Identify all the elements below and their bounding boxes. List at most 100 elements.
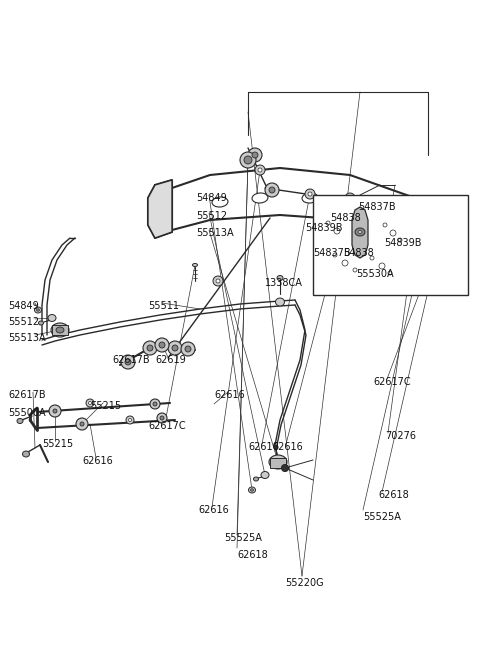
Ellipse shape (435, 223, 449, 237)
Ellipse shape (181, 342, 195, 356)
Text: 55525A: 55525A (224, 533, 262, 543)
Text: 62619: 62619 (155, 355, 186, 365)
Text: 62616: 62616 (82, 456, 113, 466)
Ellipse shape (253, 477, 259, 481)
Ellipse shape (269, 455, 287, 469)
Ellipse shape (159, 342, 165, 348)
Ellipse shape (375, 259, 389, 273)
Ellipse shape (76, 418, 88, 430)
Ellipse shape (147, 345, 153, 351)
Ellipse shape (353, 268, 357, 272)
Ellipse shape (330, 250, 340, 260)
Text: 54849: 54849 (8, 301, 39, 311)
Ellipse shape (352, 197, 368, 207)
Bar (313, 195, 468, 295)
Text: 54837B: 54837B (313, 248, 350, 258)
Ellipse shape (367, 253, 377, 263)
Text: 62618: 62618 (378, 490, 409, 500)
Text: 55215: 55215 (42, 439, 73, 449)
Ellipse shape (252, 193, 268, 203)
Ellipse shape (157, 413, 167, 423)
Text: 55513A: 55513A (196, 228, 234, 238)
Text: 54838: 54838 (343, 248, 374, 258)
Ellipse shape (302, 193, 318, 203)
Text: 55530A: 55530A (356, 269, 394, 279)
Ellipse shape (88, 401, 92, 405)
Ellipse shape (305, 189, 315, 199)
Bar (52, 325, 68, 335)
Ellipse shape (380, 220, 390, 230)
Text: 55220G: 55220G (285, 578, 324, 588)
Ellipse shape (53, 409, 57, 413)
Ellipse shape (388, 203, 392, 207)
Ellipse shape (428, 219, 436, 225)
Ellipse shape (172, 345, 178, 351)
Ellipse shape (281, 464, 288, 472)
Ellipse shape (248, 148, 262, 162)
Ellipse shape (326, 221, 330, 225)
Ellipse shape (385, 200, 395, 210)
Ellipse shape (23, 451, 29, 457)
Ellipse shape (345, 193, 355, 203)
Ellipse shape (192, 264, 197, 266)
Ellipse shape (265, 183, 279, 197)
Text: 62616: 62616 (214, 390, 245, 400)
Text: 1338CA: 1338CA (265, 278, 303, 288)
Ellipse shape (212, 197, 228, 207)
Ellipse shape (160, 416, 164, 420)
Ellipse shape (342, 260, 348, 266)
Ellipse shape (168, 341, 182, 355)
Ellipse shape (213, 276, 223, 286)
Ellipse shape (269, 187, 275, 193)
Ellipse shape (395, 235, 405, 245)
Text: 62617B: 62617B (112, 355, 150, 365)
Ellipse shape (424, 209, 436, 221)
Ellipse shape (428, 264, 432, 266)
Text: 55513A: 55513A (8, 333, 46, 343)
Text: 54839B: 54839B (305, 223, 343, 233)
Ellipse shape (86, 399, 94, 407)
Ellipse shape (150, 399, 160, 409)
Ellipse shape (330, 224, 344, 238)
Text: 62616: 62616 (198, 505, 229, 515)
Text: 62618: 62618 (237, 550, 268, 560)
Ellipse shape (370, 256, 374, 260)
Ellipse shape (358, 230, 362, 234)
Ellipse shape (439, 227, 445, 233)
Ellipse shape (355, 228, 365, 236)
Ellipse shape (143, 341, 157, 355)
Ellipse shape (385, 268, 395, 278)
Ellipse shape (48, 314, 56, 321)
Ellipse shape (255, 165, 265, 175)
Ellipse shape (379, 263, 385, 269)
Text: 55500A: 55500A (8, 408, 46, 418)
Polygon shape (148, 180, 172, 238)
Ellipse shape (398, 238, 402, 242)
Text: 55512: 55512 (196, 211, 227, 221)
Ellipse shape (411, 203, 425, 217)
Text: 70276: 70276 (385, 431, 416, 441)
Ellipse shape (388, 271, 392, 275)
Ellipse shape (428, 252, 436, 258)
Ellipse shape (36, 309, 39, 311)
Ellipse shape (216, 279, 220, 283)
Ellipse shape (251, 489, 253, 491)
Ellipse shape (348, 196, 352, 200)
Ellipse shape (415, 207, 421, 213)
Ellipse shape (407, 202, 423, 218)
Ellipse shape (56, 327, 64, 333)
Ellipse shape (155, 338, 169, 352)
Ellipse shape (334, 228, 340, 234)
Ellipse shape (261, 472, 269, 478)
Text: 54837B: 54837B (358, 202, 396, 212)
Ellipse shape (411, 206, 419, 214)
Ellipse shape (277, 276, 283, 281)
Ellipse shape (350, 265, 360, 275)
Ellipse shape (323, 218, 333, 228)
Ellipse shape (129, 419, 132, 422)
Polygon shape (415, 200, 445, 275)
Ellipse shape (35, 307, 41, 313)
Ellipse shape (80, 422, 84, 426)
Bar (270, 458, 286, 468)
Ellipse shape (386, 226, 400, 240)
